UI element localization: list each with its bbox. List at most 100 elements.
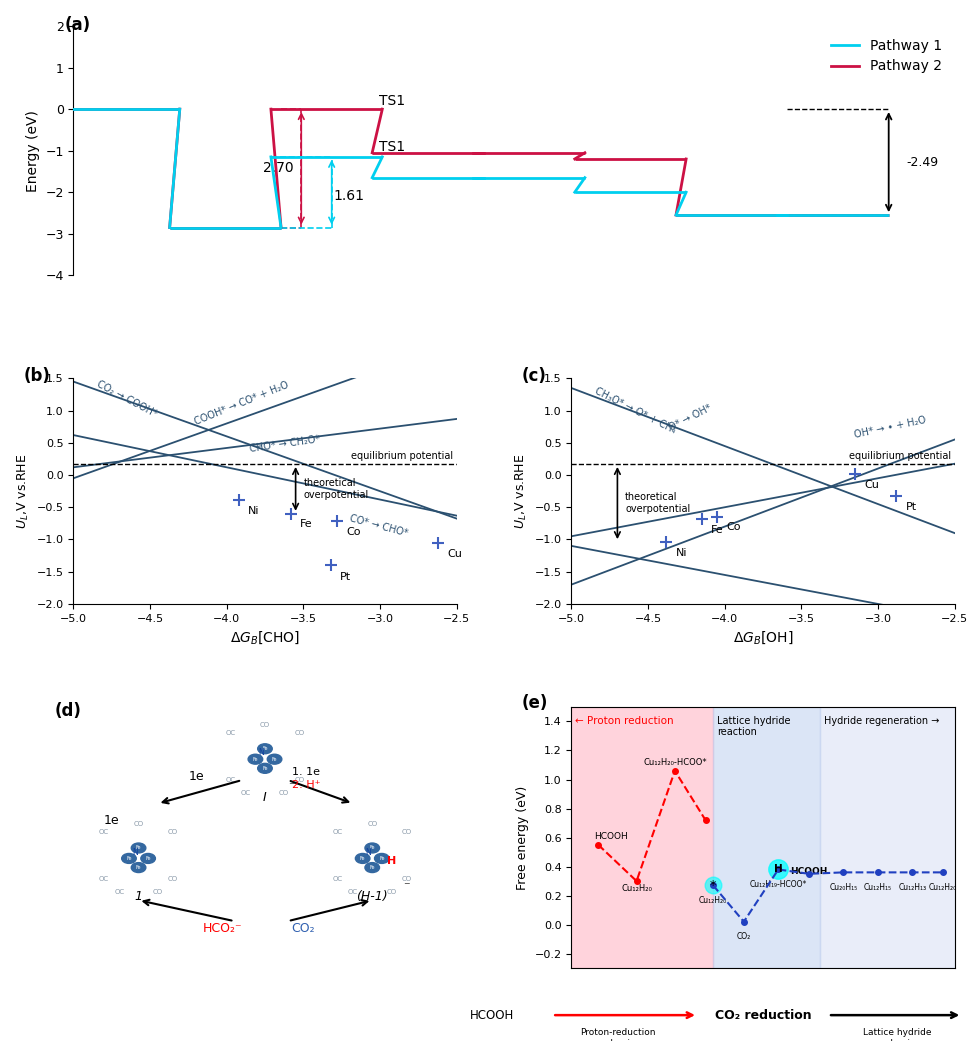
Text: CO: CO — [153, 889, 162, 895]
Text: Fe: Fe — [272, 757, 277, 762]
Bar — [712, 707, 820, 968]
Text: Ni: Ni — [675, 549, 687, 559]
Circle shape — [247, 755, 262, 764]
Text: OC: OC — [241, 790, 250, 796]
Text: CO: CO — [168, 877, 178, 883]
Text: COOH* → CO* + H₂O: COOH* → CO* + H₂O — [193, 380, 289, 427]
Text: OC: OC — [99, 830, 109, 835]
Text: 1e: 1e — [104, 814, 119, 828]
Text: CO: CO — [279, 790, 289, 796]
Text: Cu: Cu — [447, 550, 462, 559]
Text: TS1: TS1 — [379, 94, 405, 108]
Text: OC: OC — [225, 777, 236, 783]
Circle shape — [131, 863, 146, 872]
Text: -2.49: -2.49 — [905, 156, 937, 169]
Text: 2. H⁺: 2. H⁺ — [291, 780, 320, 790]
Text: 1e: 1e — [188, 770, 203, 783]
Text: CO: CO — [386, 889, 396, 895]
Text: HCOOH: HCOOH — [469, 1009, 513, 1021]
X-axis label: $\Delta G_B$[OH]: $\Delta G_B$[OH] — [733, 629, 792, 646]
Text: CHO* → CH₂O*: CHO* → CH₂O* — [248, 434, 320, 454]
Pathway 2 — [63, 103, 74, 116]
Text: theoretical
overpotential: theoretical overpotential — [303, 478, 368, 500]
Text: OC: OC — [99, 877, 109, 883]
Text: HCOOH: HCOOH — [594, 832, 628, 841]
Text: Pt: Pt — [339, 572, 351, 582]
Text: Fe: Fe — [710, 526, 723, 535]
Text: Lattice hydride
reaction: Lattice hydride reaction — [716, 715, 789, 737]
Circle shape — [141, 854, 156, 863]
Text: Fe: Fe — [369, 845, 375, 850]
Text: 1. 1e: 1. 1e — [291, 767, 320, 777]
Text: OC: OC — [225, 730, 236, 736]
Text: CO₂ reduction: CO₂ reduction — [714, 1009, 811, 1021]
Text: Co: Co — [726, 523, 740, 532]
Text: equilibrium potential: equilibrium potential — [849, 452, 951, 461]
Y-axis label: Energy (eV): Energy (eV) — [25, 109, 40, 192]
Text: Co: Co — [346, 527, 360, 536]
Text: CO: CO — [401, 877, 412, 883]
Text: Fe: Fe — [262, 766, 267, 770]
Y-axis label: Free energy (eV): Free energy (eV) — [515, 785, 528, 890]
Text: (c): (c) — [521, 367, 546, 385]
Text: CO₂ → COOH*: CO₂ → COOH* — [96, 379, 159, 420]
Text: 1: 1 — [134, 890, 143, 904]
Text: Fe: Fe — [136, 865, 141, 870]
Circle shape — [365, 843, 379, 853]
Circle shape — [121, 854, 136, 863]
Text: CO* → CHO*: CO* → CHO* — [348, 513, 409, 539]
Text: equilibrium potential: equilibrium potential — [351, 452, 453, 461]
Text: N: N — [258, 748, 264, 757]
Circle shape — [257, 743, 272, 754]
Text: Fe: Fe — [360, 856, 365, 861]
Text: HCO₂⁻: HCO₂⁻ — [202, 921, 243, 935]
Text: ⁻: ⁻ — [288, 781, 294, 793]
Text: ⁻: ⁻ — [403, 880, 409, 893]
Circle shape — [355, 854, 370, 863]
Text: (d): (d) — [54, 702, 81, 719]
Text: Cu₁₂H₂₀-HCOO*: Cu₁₂H₂₀-HCOO* — [643, 758, 706, 767]
Text: Cu₁₂H₂₀: Cu₁₂H₂₀ — [620, 884, 651, 893]
Text: Hydride regeneration →: Hydride regeneration → — [823, 715, 939, 726]
Text: Lattice hydride
mechanism: Lattice hydride mechanism — [862, 1029, 930, 1041]
Text: ← Proton reduction: ← Proton reduction — [575, 715, 673, 726]
Text: Fe: Fe — [145, 856, 151, 861]
Circle shape — [375, 854, 388, 863]
X-axis label: $\Delta G_B$[CHO]: $\Delta G_B$[CHO] — [230, 629, 299, 646]
Text: N: N — [132, 847, 138, 857]
Text: Cu₁₂H₁₉-HCOO*: Cu₁₂H₁₉-HCOO* — [749, 880, 806, 889]
Text: Cu₁₂H₁₅: Cu₁₂H₁₅ — [863, 883, 891, 891]
Text: Fe: Fe — [262, 746, 267, 752]
Text: OC: OC — [114, 889, 124, 895]
Text: *: * — [709, 879, 716, 892]
Text: Cu₁₂H₂₀: Cu₁₂H₂₀ — [698, 895, 727, 905]
Pathway 1 — [63, 103, 74, 116]
Text: CH₃O* → O* + CH₄: CH₃O* → O* + CH₄ — [593, 385, 677, 435]
Text: OC: OC — [333, 877, 342, 883]
Text: O* → OH*: O* → OH* — [667, 403, 713, 433]
Text: Cu₁₂H₂₀: Cu₁₂H₂₀ — [928, 883, 956, 891]
Text: Cu: Cu — [864, 480, 878, 490]
Text: 2.70: 2.70 — [262, 161, 293, 175]
Text: Pt: Pt — [905, 502, 915, 512]
Text: CO: CO — [367, 821, 377, 828]
Circle shape — [365, 863, 379, 872]
Text: Proton-reduction
mechanism: Proton-reduction mechanism — [579, 1029, 654, 1041]
Text: CO: CO — [401, 830, 412, 835]
Y-axis label: $U_L$,V vs.RHE: $U_L$,V vs.RHE — [16, 454, 31, 529]
Text: 1.61: 1.61 — [333, 188, 364, 203]
Text: HCOOH: HCOOH — [789, 866, 826, 875]
Pathway 2 — [174, 103, 186, 116]
Text: H: H — [386, 856, 396, 866]
Text: (H-1): (H-1) — [356, 890, 387, 904]
Text: (a): (a) — [65, 16, 91, 34]
Bar — [571, 707, 712, 968]
Y-axis label: $U_L$,V vs.RHE: $U_L$,V vs.RHE — [513, 454, 528, 529]
Text: theoretical
overpotential: theoretical overpotential — [624, 492, 689, 514]
Text: Ni: Ni — [247, 506, 259, 516]
Text: I: I — [263, 791, 267, 804]
Text: N: N — [365, 847, 371, 857]
Text: CO₂: CO₂ — [291, 921, 315, 935]
Text: Cu₂₀H₁₅: Cu₂₀H₁₅ — [828, 883, 857, 891]
Bar — [820, 707, 954, 968]
